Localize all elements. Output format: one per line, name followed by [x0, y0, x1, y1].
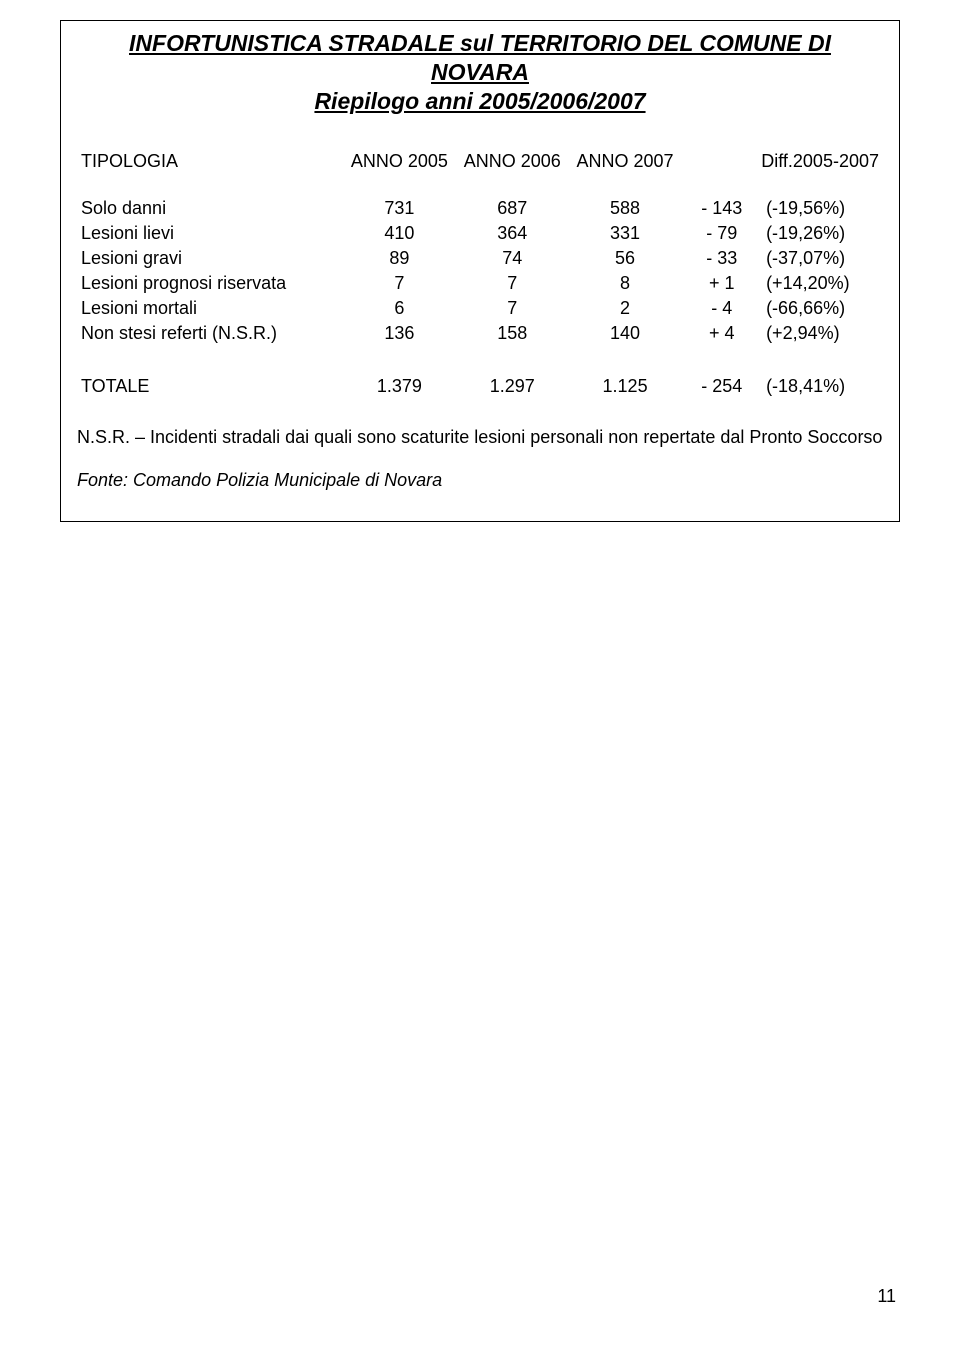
- table-row: Lesioni mortali 6 7 2 - 4 (-66,66%): [77, 296, 883, 321]
- cell-value: 56: [569, 246, 682, 271]
- cell-pct: (-19,56%): [762, 196, 883, 221]
- cell-value: 7: [343, 271, 456, 296]
- col-header-anno-2005: ANNO 2005: [343, 149, 456, 196]
- cell-value: 136: [343, 321, 456, 346]
- cell-value: 7: [456, 271, 569, 296]
- content-box: INFORTUNISTICA STRADALE sul TERRITORIO D…: [60, 20, 900, 522]
- title-block: INFORTUNISTICA STRADALE sul TERRITORIO D…: [77, 29, 883, 115]
- total-row: TOTALE 1.379 1.297 1.125 - 254 (-18,41%): [77, 374, 883, 399]
- cell-value: 731: [343, 196, 456, 221]
- table-row: Lesioni lievi 410 364 331 - 79 (-19,26%): [77, 221, 883, 246]
- cell-value: 364: [456, 221, 569, 246]
- cell-pct: (-37,07%): [762, 246, 883, 271]
- cell-value: 410: [343, 221, 456, 246]
- row-label: Lesioni prognosi riservata: [77, 271, 343, 296]
- total-value: 1.125: [569, 374, 682, 399]
- cell-diff: - 79: [681, 221, 762, 246]
- cell-diff: + 1: [681, 271, 762, 296]
- cell-value: 331: [569, 221, 682, 246]
- spacer-row: [77, 346, 883, 374]
- row-label: Non stesi referti (N.S.R.): [77, 321, 343, 346]
- cell-value: 158: [456, 321, 569, 346]
- cell-pct: (+14,20%): [762, 271, 883, 296]
- cell-diff: - 33: [681, 246, 762, 271]
- cell-value: 7: [456, 296, 569, 321]
- cell-diff: - 4: [681, 296, 762, 321]
- total-value: 1.297: [456, 374, 569, 399]
- table-row: Lesioni prognosi riservata 7 7 8 + 1 (+1…: [77, 271, 883, 296]
- col-header-tipologia: TIPOLOGIA: [77, 149, 343, 196]
- title-line-2: NOVARA: [77, 58, 883, 87]
- table-row: Lesioni gravi 89 74 56 - 33 (-37,07%): [77, 246, 883, 271]
- cell-value: 8: [569, 271, 682, 296]
- data-table: TIPOLOGIA ANNO 2005 ANNO 2006 ANNO 2007 …: [77, 149, 883, 399]
- row-label: Lesioni lievi: [77, 221, 343, 246]
- col-header-anno-2006: ANNO 2006: [456, 149, 569, 196]
- cell-diff: - 143: [681, 196, 762, 221]
- table-header-row: TIPOLOGIA ANNO 2005 ANNO 2006 ANNO 2007 …: [77, 149, 883, 196]
- row-label: Lesioni gravi: [77, 246, 343, 271]
- col-header-anno-2007: ANNO 2007: [569, 149, 682, 196]
- source-line: Fonte: Comando Polizia Municipale di Nov…: [77, 470, 883, 491]
- total-label: TOTALE: [77, 374, 343, 399]
- table-row: Solo danni 731 687 588 - 143 (-19,56%): [77, 196, 883, 221]
- cell-value: 89: [343, 246, 456, 271]
- title-line-3: Riepilogo anni 2005/2006/2007: [77, 87, 883, 116]
- cell-value: 2: [569, 296, 682, 321]
- cell-value: 140: [569, 321, 682, 346]
- cell-value: 74: [456, 246, 569, 271]
- total-value: 1.379: [343, 374, 456, 399]
- cell-value: 687: [456, 196, 569, 221]
- title-line-1: INFORTUNISTICA STRADALE sul TERRITORIO D…: [77, 29, 883, 58]
- row-label: Solo danni: [77, 196, 343, 221]
- table-row: Non stesi referti (N.S.R.) 136 158 140 +…: [77, 321, 883, 346]
- page: INFORTUNISTICA STRADALE sul TERRITORIO D…: [0, 0, 960, 1349]
- cell-value: 588: [569, 196, 682, 221]
- total-pct: (-18,41%): [762, 374, 883, 399]
- row-label: Lesioni mortali: [77, 296, 343, 321]
- cell-value: 6: [343, 296, 456, 321]
- page-number: 11: [877, 1286, 896, 1307]
- cell-pct: (-66,66%): [762, 296, 883, 321]
- cell-pct: (+2,94%): [762, 321, 883, 346]
- nsr-note: N.S.R. – Incidenti stradali dai quali so…: [77, 427, 883, 448]
- total-diff: - 254: [681, 374, 762, 399]
- cell-diff: + 4: [681, 321, 762, 346]
- col-header-diff: Diff.2005-2007: [681, 149, 883, 196]
- cell-pct: (-19,26%): [762, 221, 883, 246]
